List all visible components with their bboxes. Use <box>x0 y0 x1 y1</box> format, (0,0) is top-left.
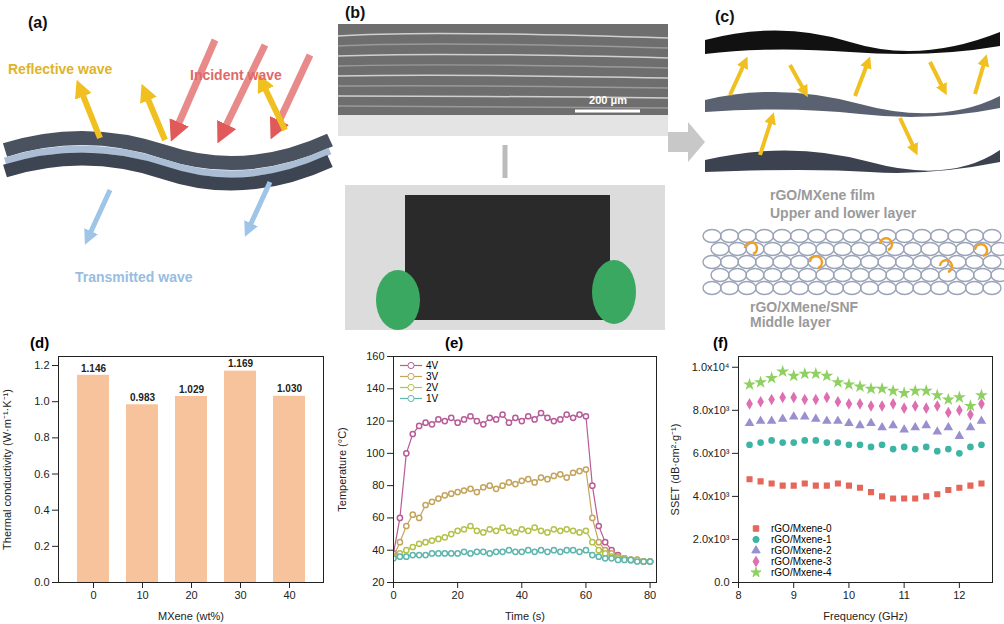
svg-text:Upper and lower layer: Upper and lower layer <box>770 205 917 221</box>
svg-text:1.169: 1.169 <box>228 358 253 369</box>
svg-text:Frequency (GHz): Frequency (GHz) <box>823 610 907 622</box>
svg-text:1.146: 1.146 <box>81 363 106 374</box>
svg-text:Thermal conductivity (W·m⁻¹·K⁻: Thermal conductivity (W·m⁻¹·K⁻¹) <box>1 389 13 550</box>
svg-text:Time (s): Time (s) <box>505 610 545 622</box>
svg-text:0: 0 <box>390 589 396 601</box>
svg-text:0: 0 <box>90 589 96 601</box>
svg-text:12: 12 <box>953 589 965 601</box>
html-text:2V: 2V <box>426 382 439 393</box>
svg-text:0.983: 0.983 <box>130 392 155 403</box>
svg-text:SSET (dB·cm²·g⁻¹): SSET (dB·cm²·g⁻¹) <box>669 424 681 516</box>
svg-text:0.2: 0.2 <box>34 540 49 552</box>
svg-text:Transmitted wave: Transmitted wave <box>75 269 193 285</box>
svg-text:0.0: 0.0 <box>714 576 729 588</box>
svg-text:40: 40 <box>283 589 295 601</box>
svg-text:140: 140 <box>366 382 384 394</box>
svg-text:1.2: 1.2 <box>34 359 49 371</box>
svg-text:Temperature (°C): Temperature (°C) <box>336 427 348 511</box>
svg-text:Middle layer: Middle layer <box>750 314 831 330</box>
svg-text:Incident wave: Incident wave <box>190 67 282 83</box>
svg-text:1.029: 1.029 <box>179 384 204 395</box>
svg-text:rGO/XMene/SNF: rGO/XMene/SNF <box>750 299 859 315</box>
html-text:(e): (e) <box>445 334 464 351</box>
html-text:3V: 3V <box>426 371 439 382</box>
html-text:1V: 1V <box>426 393 439 404</box>
svg-text:0.0: 0.0 <box>34 576 49 588</box>
svg-text:6.0x10³: 6.0x10³ <box>693 447 730 459</box>
svg-text:20: 20 <box>185 589 197 601</box>
svg-text:1.0: 1.0 <box>34 395 49 407</box>
svg-text:80: 80 <box>644 589 656 601</box>
svg-text:20: 20 <box>452 589 464 601</box>
html-text:(f): (f) <box>713 334 728 351</box>
svg-text:10: 10 <box>136 589 148 601</box>
html-text:rGO/Mxene-4: rGO/Mxene-4 <box>771 567 832 578</box>
svg-text:4.0x10³: 4.0x10³ <box>693 490 730 502</box>
svg-text:200 μm: 200 μm <box>589 94 627 106</box>
svg-text:120: 120 <box>366 415 384 427</box>
svg-text:80: 80 <box>372 479 384 491</box>
svg-text:0.8: 0.8 <box>34 431 49 443</box>
svg-text:8.0x10³: 8.0x10³ <box>693 404 730 416</box>
svg-text:160: 160 <box>366 350 384 362</box>
svg-text:2.0x10³: 2.0x10³ <box>693 533 730 545</box>
svg-text:0.6: 0.6 <box>34 468 49 480</box>
svg-text:100: 100 <box>366 447 384 459</box>
svg-text:Reflective wave: Reflective wave <box>8 61 112 77</box>
svg-text:(a): (a) <box>28 14 48 31</box>
svg-text:MXene (wt%): MXene (wt%) <box>158 610 224 622</box>
html-text:4V: 4V <box>426 360 439 371</box>
svg-text:10: 10 <box>843 589 855 601</box>
html-text:rGO/Mxene-3: rGO/Mxene-3 <box>771 556 832 567</box>
svg-text:60: 60 <box>580 589 592 601</box>
html-text:(d): (d) <box>30 334 50 351</box>
svg-text:(c): (c) <box>715 8 735 25</box>
svg-text:1.0x10⁴: 1.0x10⁴ <box>692 361 730 373</box>
svg-text:0.4: 0.4 <box>34 504 49 516</box>
svg-text:40: 40 <box>516 589 528 601</box>
html-text:rGO/Mxene-1: rGO/Mxene-1 <box>771 534 832 545</box>
svg-text:20: 20 <box>372 576 384 588</box>
svg-text:8: 8 <box>735 589 741 601</box>
svg-text:rGO/MXene film: rGO/MXene film <box>770 187 875 203</box>
svg-text:40: 40 <box>372 544 384 556</box>
html-text:rGO/Mxene-2: rGO/Mxene-2 <box>771 545 832 556</box>
svg-text:9: 9 <box>791 589 797 601</box>
svg-text:(b): (b) <box>345 4 365 21</box>
svg-text:60: 60 <box>372 511 384 523</box>
svg-text:11: 11 <box>898 589 909 601</box>
svg-text:1.030: 1.030 <box>277 383 302 394</box>
html-text:rGO/Mxene-0: rGO/Mxene-0 <box>771 523 832 534</box>
svg-text:30: 30 <box>234 589 246 601</box>
